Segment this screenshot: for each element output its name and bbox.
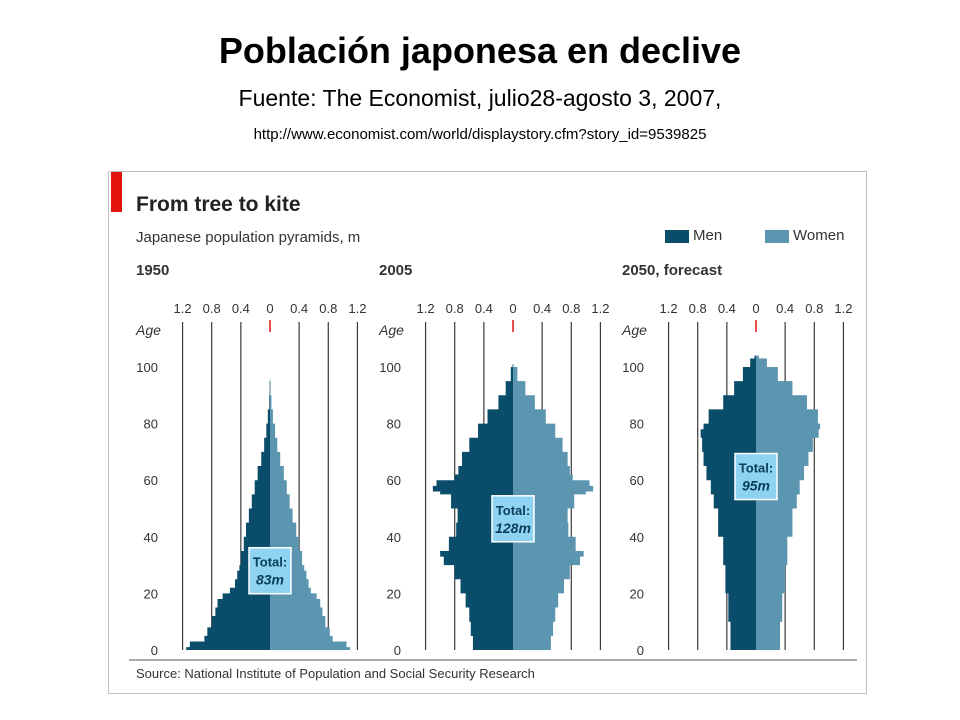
panel-label-1: 2005 bbox=[379, 262, 412, 279]
panels: 1950 1.2 0.8 0.4 0 0.4 0.8 1.2 Age 100 80 60 40 20 0 To… bbox=[135, 262, 852, 658]
total-label: Total: bbox=[739, 461, 773, 476]
accent-bar bbox=[111, 172, 122, 212]
source-url: http://www.economist.com/world/displayst… bbox=[253, 126, 707, 143]
x-tick-label: 1.2 bbox=[591, 301, 609, 316]
x-tick-label: 1.2 bbox=[348, 301, 366, 316]
men-pyramid-1 bbox=[432, 364, 513, 650]
x-tick-label: 0.4 bbox=[290, 301, 308, 316]
women-pyramid-0 bbox=[270, 378, 351, 650]
legend-men-swatch bbox=[665, 230, 689, 243]
men-pyramid-0 bbox=[186, 378, 270, 650]
x-tick-label: 0 bbox=[752, 301, 759, 316]
pyramid-chart: From tree to kite Japanese population py… bbox=[111, 172, 857, 681]
chart-subtitle: Japanese population pyramids, m bbox=[136, 229, 360, 246]
x-tick-label: 0.8 bbox=[689, 301, 707, 316]
age-tick-label: 60 bbox=[387, 473, 401, 488]
age-tick-label: 20 bbox=[387, 586, 401, 601]
age-tick-label: 40 bbox=[630, 530, 644, 545]
x-tick-label: 0.4 bbox=[533, 301, 551, 316]
legend-men-label: Men bbox=[693, 227, 723, 244]
x-tick-label: 0.4 bbox=[776, 301, 794, 316]
x-tick-label: 0.8 bbox=[319, 301, 337, 316]
x-tick-label: 1.2 bbox=[660, 301, 678, 316]
total-label: Total: bbox=[496, 503, 530, 518]
age-tick-label: 100 bbox=[622, 360, 644, 375]
women-pyramid-2 bbox=[756, 355, 821, 650]
total-box bbox=[734, 452, 778, 501]
age-axis-title: Age bbox=[135, 322, 161, 338]
men-pyramid-2 bbox=[700, 355, 756, 650]
chart-figure: From tree to kite Japanese population py… bbox=[108, 171, 867, 694]
total-box bbox=[248, 546, 292, 595]
slide-subtitle: Fuente: The Economist, julio28-agosto 3,… bbox=[238, 85, 722, 111]
x-tick-label: 1.2 bbox=[417, 301, 435, 316]
total-label: Total: bbox=[253, 555, 287, 570]
x-tick-label: 0.4 bbox=[232, 301, 250, 316]
age-tick-label: 100 bbox=[136, 360, 158, 375]
chart-title: From tree to kite bbox=[136, 193, 301, 216]
panel-label-0: 1950 bbox=[136, 262, 169, 279]
x-tick-label: 0 bbox=[509, 301, 516, 316]
age-tick-label: 40 bbox=[144, 530, 158, 545]
x-tick-label: 0.8 bbox=[203, 301, 221, 316]
age-axis-title: Age bbox=[621, 322, 647, 338]
x-tick-label: 0.4 bbox=[475, 301, 493, 316]
age-tick-label: 60 bbox=[630, 473, 644, 488]
age-tick-label: 40 bbox=[387, 530, 401, 545]
age-tick-label: 0 bbox=[637, 643, 644, 658]
slide-title: Población japonesa en declive bbox=[218, 30, 742, 71]
legend-women-swatch bbox=[765, 230, 789, 243]
women-pyramid-1 bbox=[513, 364, 594, 650]
age-tick-label: 20 bbox=[144, 586, 158, 601]
x-tick-label: 1.2 bbox=[174, 301, 192, 316]
age-tick-label: 20 bbox=[630, 586, 644, 601]
age-tick-label: 0 bbox=[394, 643, 401, 658]
total-value: 95m bbox=[742, 478, 770, 494]
x-tick-label: 0.4 bbox=[718, 301, 736, 316]
age-tick-label: 80 bbox=[144, 417, 158, 432]
x-tick-label: 0.8 bbox=[446, 301, 464, 316]
x-tick-label: 0.8 bbox=[805, 301, 823, 316]
age-tick-label: 0 bbox=[151, 643, 158, 658]
total-value: 83m bbox=[256, 572, 284, 588]
chart-source: Source: National Institute of Population… bbox=[136, 666, 535, 681]
age-tick-label: 60 bbox=[144, 473, 158, 488]
x-tick-label: 1.2 bbox=[834, 301, 852, 316]
age-tick-label: 80 bbox=[630, 417, 644, 432]
age-axis-title: Age bbox=[378, 322, 404, 338]
total-value: 128m bbox=[495, 520, 531, 536]
age-tick-label: 80 bbox=[387, 417, 401, 432]
x-tick-label: 0 bbox=[266, 301, 273, 316]
age-tick-label: 100 bbox=[379, 360, 401, 375]
legend-women-label: Women bbox=[793, 227, 845, 244]
x-tick-label: 0.8 bbox=[562, 301, 580, 316]
panel-label-2: 2050, forecast bbox=[622, 262, 722, 279]
total-box bbox=[491, 495, 535, 543]
